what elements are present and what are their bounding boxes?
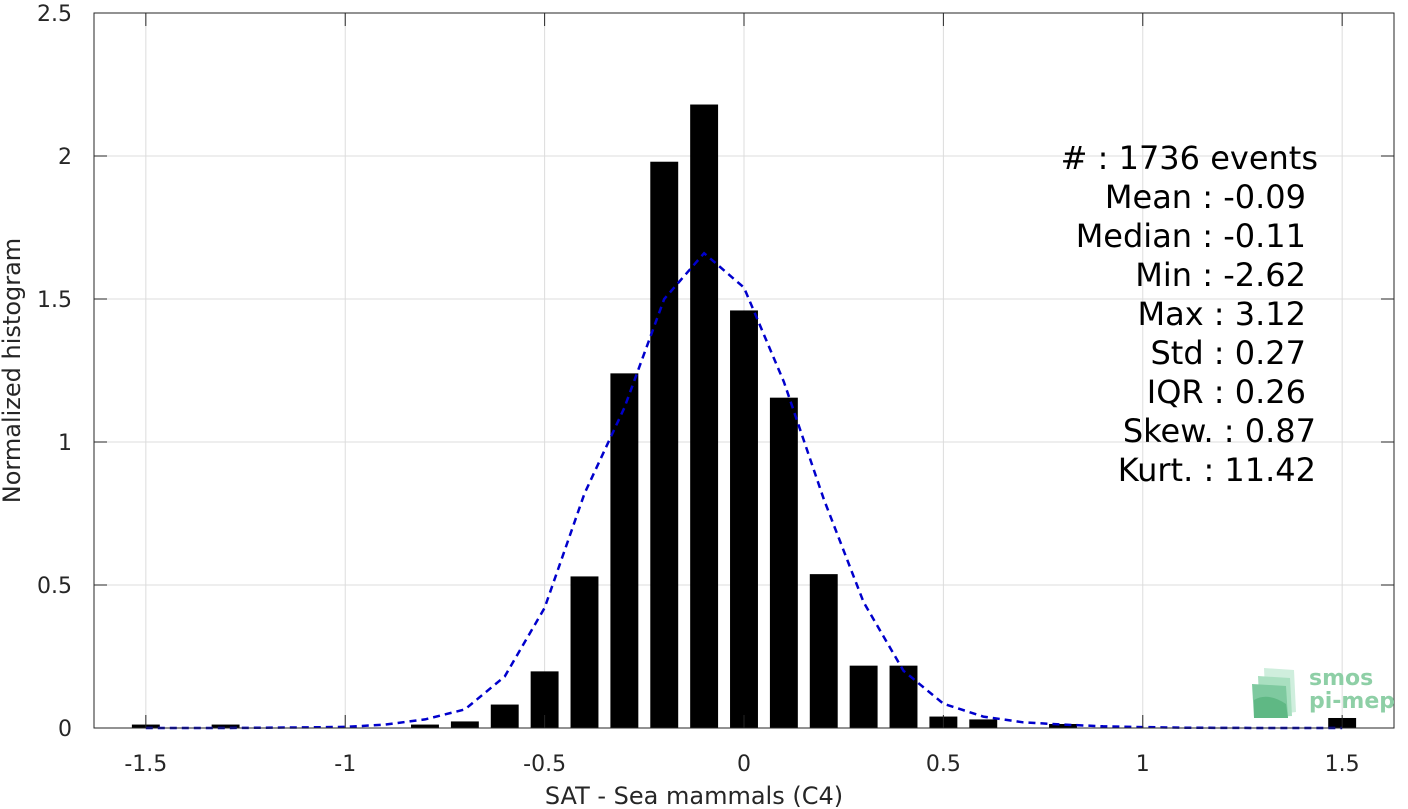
stat-line: Median : -0.11 bbox=[1076, 217, 1306, 255]
x-tick-label: 1 bbox=[1136, 752, 1150, 777]
histogram-bar bbox=[769, 397, 798, 728]
histogram-bar bbox=[969, 719, 998, 728]
x-tick-label: 1.5 bbox=[1325, 752, 1360, 777]
y-tick-label: 0 bbox=[58, 717, 72, 742]
logo-text-smos: smos bbox=[1309, 666, 1373, 691]
histogram-bar bbox=[411, 724, 439, 728]
stat-line: # : 1736 events bbox=[1061, 139, 1318, 177]
histogram-bar bbox=[889, 665, 918, 728]
x-axis-label: SAT - Sea mammals (C4) bbox=[545, 782, 843, 809]
logo-mark-icon bbox=[1252, 668, 1296, 718]
x-tick-labels: -1.5 -1 -0.5 0 0.5 1 1.5 bbox=[124, 752, 1359, 777]
x-tick-label: -0.5 bbox=[523, 752, 566, 777]
y-axis-label: Normalized histogram bbox=[0, 238, 26, 503]
smos-pi-mep-logo: smos pi-mep bbox=[1252, 666, 1395, 718]
axis-ticks bbox=[94, 12, 1394, 729]
histogram-bar bbox=[1049, 723, 1077, 728]
x-tick-label: -1.5 bbox=[124, 752, 167, 777]
x-tick-label: -1 bbox=[334, 752, 356, 777]
stat-line: Min : -2.62 bbox=[1135, 256, 1306, 294]
stat-line: IQR : 0.26 bbox=[1147, 373, 1306, 411]
histogram-bar bbox=[690, 104, 719, 728]
y-tick-label: 2 bbox=[58, 145, 72, 170]
stat-line: Std : 0.27 bbox=[1150, 334, 1306, 372]
histogram-bar bbox=[450, 721, 479, 728]
histogram-bar bbox=[849, 665, 878, 728]
y-tick-labels: 0 0.5 1 1.5 2 2.5 bbox=[37, 2, 72, 742]
histogram-bar bbox=[809, 574, 838, 728]
stat-line: Skew. : 0.87 bbox=[1123, 412, 1316, 450]
histogram-bar bbox=[650, 161, 679, 729]
histogram-bar bbox=[211, 724, 240, 728]
stat-line: Kurt. : 11.42 bbox=[1118, 451, 1316, 489]
histogram-bar bbox=[490, 704, 519, 728]
y-tick-label: 1.5 bbox=[37, 288, 72, 313]
x-tick-label: 0 bbox=[737, 752, 751, 777]
y-tick-label: 1 bbox=[58, 431, 72, 456]
y-tick-label: 0.5 bbox=[37, 574, 72, 599]
stat-line: Mean : -0.09 bbox=[1105, 178, 1306, 216]
histogram-bar bbox=[610, 373, 639, 728]
x-tick-label: 0.5 bbox=[926, 752, 961, 777]
fit-curve bbox=[145, 251, 1343, 730]
stat-line: Max : 3.12 bbox=[1137, 295, 1306, 333]
histogram-bar bbox=[730, 310, 758, 728]
y-tick-label: 2.5 bbox=[37, 2, 72, 27]
histogram-bars bbox=[131, 104, 1357, 729]
logo-text-pi-mep: pi-mep bbox=[1309, 689, 1395, 714]
histogram-bar bbox=[570, 576, 599, 728]
